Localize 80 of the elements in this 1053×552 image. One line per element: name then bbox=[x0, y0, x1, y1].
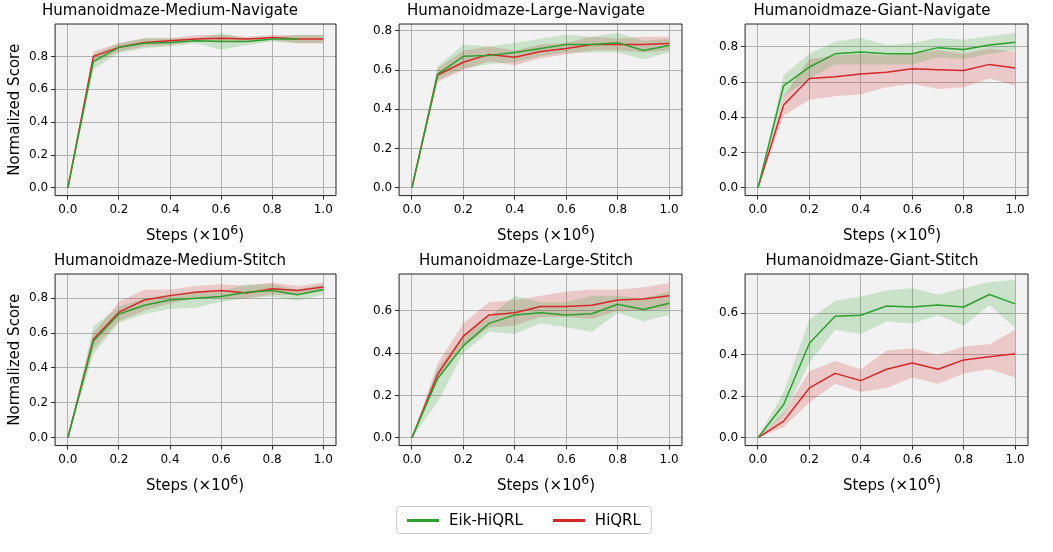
y-tick-label: 0.0 bbox=[28, 180, 49, 194]
x-tick-label: 1.0 bbox=[659, 201, 679, 216]
y-axis-title: Normalized Score bbox=[4, 43, 23, 176]
x-tick-label: 0.8 bbox=[954, 451, 974, 466]
x-tick-label: 0.2 bbox=[453, 201, 473, 216]
y-tick-label: 0.4 bbox=[28, 360, 49, 375]
x-tick-label: 0.2 bbox=[453, 451, 473, 466]
y-tick-label: 0.8 bbox=[28, 290, 49, 305]
x-tick-label: 0.4 bbox=[851, 201, 871, 216]
x-tick-label: 1.0 bbox=[313, 451, 333, 466]
x-tick-label: 0.0 bbox=[748, 451, 768, 466]
x-tick-label: 0.8 bbox=[608, 451, 628, 466]
chart-title: Humanoidmaze-Large-Navigate bbox=[406, 0, 646, 19]
chart-title: Humanoidmaze-Medium-Stitch bbox=[54, 250, 286, 269]
x-tick-label: 0.0 bbox=[58, 451, 78, 466]
x-tick-label: 0.0 bbox=[58, 201, 78, 216]
x-tick-label: 0.6 bbox=[556, 201, 576, 216]
y-tick-label: 0.8 bbox=[372, 22, 393, 37]
y-tick-label: 0.2 bbox=[718, 388, 739, 403]
y-tick-label: 0.6 bbox=[372, 302, 393, 317]
chart-title: Humanoidmaze-Giant-Navigate bbox=[753, 0, 991, 19]
x-axis-title: Steps (×10$^{6}$) bbox=[144, 472, 246, 494]
x-tick-label: 0.8 bbox=[262, 451, 282, 466]
legend-label: HiQRL bbox=[594, 511, 641, 529]
x-tick-label: 1.0 bbox=[659, 451, 679, 466]
x-tick-label: 1.0 bbox=[1005, 451, 1025, 466]
x-tick-label: 0.4 bbox=[505, 201, 525, 216]
y-tick-label: 0.0 bbox=[28, 429, 49, 444]
x-axis-title: Steps (×10$^{6}$) bbox=[144, 222, 246, 244]
x-tick-label: 0.6 bbox=[556, 451, 576, 466]
y-tick-label: 0.2 bbox=[28, 395, 49, 409]
x-tick-label: 0.8 bbox=[954, 201, 974, 216]
y-tick-label: 0.2 bbox=[28, 147, 49, 162]
x-tick-label: 0.4 bbox=[851, 451, 871, 466]
x-tick-label: 0.4 bbox=[505, 451, 525, 466]
y-tick-label: 0.8 bbox=[718, 38, 739, 53]
x-axis-title: Steps (×10$^{6}$) bbox=[495, 222, 597, 244]
x-tick-label: 1.0 bbox=[313, 201, 333, 216]
x-tick-label: 0.0 bbox=[402, 201, 422, 216]
y-tick-label: 0.4 bbox=[718, 109, 739, 124]
x-axis-title: Steps (×10$^{6}$) bbox=[841, 222, 943, 244]
y-tick-label: 0.6 bbox=[372, 62, 393, 77]
x-tick-label: 1.0 bbox=[1005, 201, 1025, 216]
x-tick-label: 0.0 bbox=[748, 201, 768, 216]
y-tick-label: 0.0 bbox=[718, 179, 739, 194]
x-tick-label: 0.2 bbox=[799, 451, 819, 466]
y-tick-label: 0.4 bbox=[372, 101, 393, 116]
x-tick-label: 0.6 bbox=[902, 451, 922, 466]
chart-title: Humanoidmaze-Large-Stitch bbox=[418, 250, 634, 269]
y-tick-label: 0.4 bbox=[372, 345, 393, 360]
y-tick-label: 0.4 bbox=[718, 346, 739, 361]
x-tick-label: 0.2 bbox=[109, 451, 129, 466]
legend-label: Eik-HiQRL bbox=[449, 511, 523, 529]
y-tick-label: 0.6 bbox=[28, 81, 49, 96]
x-tick-label: 0.8 bbox=[262, 201, 282, 216]
y-tick-label: 0.6 bbox=[28, 325, 49, 340]
y-tick-label: 0.0 bbox=[718, 429, 739, 444]
y-tick-label: 0.0 bbox=[372, 429, 393, 444]
chart-title: Humanoidmaze-Giant-Stitch bbox=[765, 250, 979, 269]
x-tick-label: 0.4 bbox=[160, 201, 180, 216]
y-tick-label: 0.6 bbox=[718, 74, 739, 89]
y-tick-label: 0.2 bbox=[372, 387, 393, 402]
y-axis-title: Normalized Score bbox=[4, 293, 23, 426]
x-tick-label: 0.6 bbox=[211, 451, 231, 466]
y-tick-label: 0.4 bbox=[28, 114, 49, 129]
x-axis-title: Steps (×10$^{6}$) bbox=[495, 472, 597, 494]
chart-title: Humanoidmaze-Medium-Navigate bbox=[42, 0, 298, 19]
x-tick-label: 0.0 bbox=[402, 451, 422, 466]
x-tick-label: 0.2 bbox=[109, 201, 129, 216]
x-tick-label: 0.6 bbox=[902, 201, 922, 216]
y-tick-label: 0.0 bbox=[372, 179, 393, 194]
x-tick-label: 0.2 bbox=[799, 201, 819, 216]
y-tick-label: 0.2 bbox=[718, 144, 739, 159]
x-tick-label: 0.4 bbox=[160, 451, 180, 466]
x-tick-label: 0.6 bbox=[211, 201, 231, 216]
y-tick-label: 0.2 bbox=[372, 140, 393, 155]
y-tick-label: 0.8 bbox=[28, 48, 49, 63]
x-axis-title: Steps (×10$^{6}$) bbox=[841, 472, 943, 494]
x-tick-label: 0.8 bbox=[608, 201, 628, 216]
y-tick-label: 0.6 bbox=[718, 305, 739, 320]
